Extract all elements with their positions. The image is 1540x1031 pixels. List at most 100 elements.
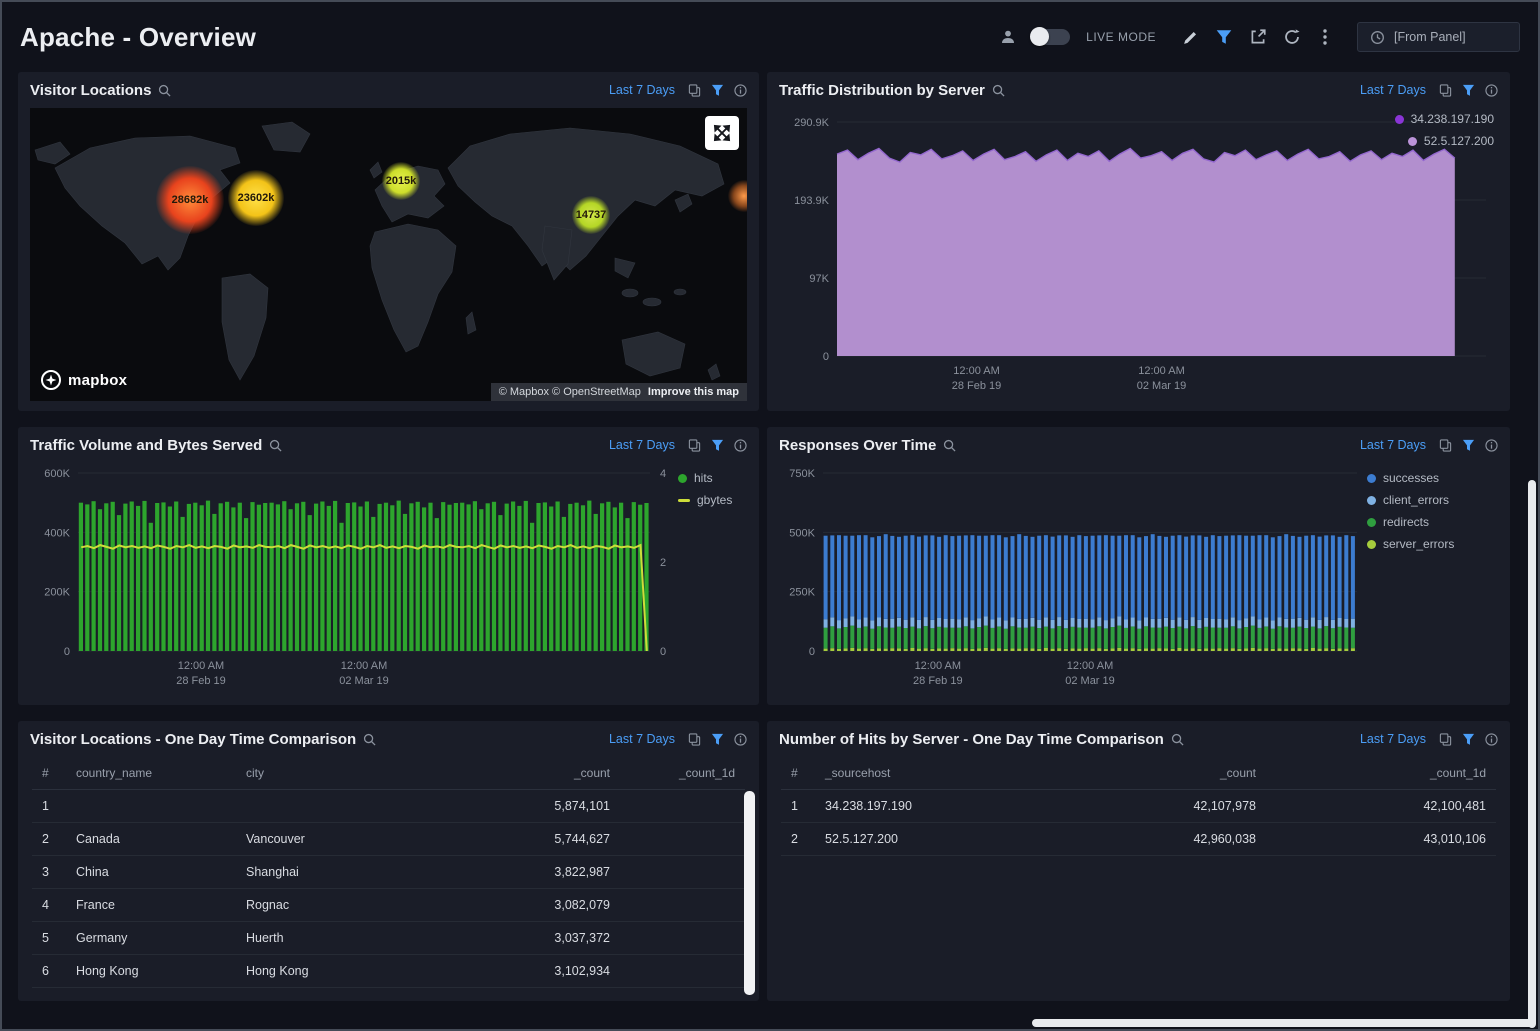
- mapbox-logo[interactable]: mapbox: [40, 369, 127, 391]
- legend-item[interactable]: server_errors: [1367, 537, 1454, 551]
- time-range-link[interactable]: Last 7 Days: [1359, 438, 1426, 452]
- legend-item[interactable]: client_errors: [1367, 493, 1454, 507]
- bubble-label: 2015k: [385, 175, 417, 187]
- column-header[interactable]: city: [236, 757, 470, 790]
- panel-filter-icon[interactable]: [1462, 84, 1475, 97]
- map-bubble[interactable]: 28682k: [156, 166, 224, 234]
- panel-filter-icon[interactable]: [711, 733, 724, 746]
- table-row: 3 China Shanghai 3,822,987: [32, 855, 745, 889]
- column-header[interactable]: _count: [470, 757, 620, 790]
- share-icon[interactable]: [1249, 28, 1267, 46]
- column-header[interactable]: #: [781, 757, 815, 790]
- column-header[interactable]: #: [32, 757, 66, 790]
- chart-traffic-distribution[interactable]: 290.9K 193.9K 97K 0 12:00 AM 28 Feb 19 12:00 A…: [767, 108, 1510, 411]
- refresh-icon[interactable]: [1283, 28, 1301, 46]
- expand-arrows-icon: [713, 124, 731, 142]
- panel-filter-icon[interactable]: [711, 84, 724, 97]
- column-header[interactable]: _count_1d: [1266, 757, 1496, 790]
- panel-title: Visitor Locations - One Day Time Compari…: [30, 730, 357, 748]
- map-bubble[interactable]: 14737: [572, 196, 610, 234]
- copy-icon[interactable]: [688, 83, 701, 97]
- panel-filter-icon[interactable]: [1462, 439, 1475, 452]
- magnifier-icon[interactable]: [992, 84, 1005, 97]
- legend-item[interactable]: hits: [678, 471, 732, 485]
- legend-label: 34.238.197.190: [1410, 112, 1494, 126]
- filter-icon[interactable]: [1215, 28, 1233, 46]
- map-expand-button[interactable]: [705, 116, 739, 150]
- table-cell: [620, 855, 745, 889]
- legend-marker: [1367, 473, 1376, 483]
- table-cell: 52.5.127.200: [815, 822, 936, 856]
- info-icon[interactable]: [734, 732, 747, 746]
- column-header[interactable]: country_name: [66, 757, 236, 790]
- column-header[interactable]: _count: [936, 757, 1266, 790]
- map-bubble[interactable]: 23602k: [228, 170, 284, 226]
- copy-icon[interactable]: [688, 732, 701, 746]
- svg-text:02 Mar 19: 02 Mar 19: [339, 675, 389, 687]
- panel-filter-icon[interactable]: [1462, 733, 1475, 746]
- svg-text:12:00 AM: 12:00 AM: [953, 365, 999, 377]
- svg-text:28 Feb 19: 28 Feb 19: [913, 675, 963, 687]
- panel-visitor-locations: Visitor Locations Last 7 Days: [18, 72, 759, 411]
- info-icon[interactable]: [1485, 438, 1498, 452]
- time-range-link[interactable]: Last 7 Days: [608, 438, 675, 452]
- edit-pencil-icon[interactable]: [1182, 29, 1199, 46]
- svg-text:290.9K: 290.9K: [794, 117, 830, 129]
- chart-responses[interactable]: 750K 500K 250K 0 12:00 AM 28 Feb 19 12:00 AM 02…: [767, 463, 1510, 705]
- legend-item[interactable]: successes: [1367, 471, 1454, 485]
- copy-icon[interactable]: [1439, 732, 1452, 746]
- page-vertical-scrollbar[interactable]: [1528, 480, 1536, 1028]
- magnifier-icon[interactable]: [269, 439, 282, 452]
- info-icon[interactable]: [734, 438, 747, 452]
- user-icon[interactable]: [1000, 29, 1016, 45]
- legend-item[interactable]: 52.5.127.200: [1407, 134, 1494, 148]
- time-range-selector[interactable]: [From Panel]: [1357, 22, 1520, 52]
- visitor-table: # country_name city _count _count_1d 1 5,874,…: [32, 757, 745, 988]
- table-cell: 3,082,079: [470, 888, 620, 922]
- table-row: 2 52.5.127.200 42,960,038 43,010,106: [781, 822, 1496, 856]
- improve-map-link[interactable]: Improve this map: [647, 386, 739, 398]
- svg-text:12:00 AM: 12:00 AM: [1067, 660, 1113, 672]
- table-cell: 2: [32, 822, 66, 856]
- table-scrollbar[interactable]: [744, 791, 755, 995]
- copy-icon[interactable]: [1439, 438, 1452, 452]
- table-cell: [236, 789, 470, 823]
- info-icon[interactable]: [1485, 732, 1498, 746]
- clock-icon: [1371, 30, 1384, 44]
- info-icon[interactable]: [734, 83, 747, 97]
- dashboard-grid: Visitor Locations Last 7 Days: [2, 72, 1538, 1001]
- legend-label: redirects: [1383, 515, 1430, 529]
- copy-icon[interactable]: [688, 438, 701, 452]
- map-bubble[interactable]: [728, 180, 747, 212]
- time-range-link[interactable]: Last 7 Days: [608, 83, 675, 97]
- more-menu-icon[interactable]: [1317, 28, 1333, 46]
- svg-text:400K: 400K: [44, 527, 70, 539]
- world-map[interactable]: 28682k 23602k 2015k 14737 mapbox © Mapbox ©…: [30, 108, 747, 401]
- magnifier-icon[interactable]: [1171, 733, 1184, 746]
- copy-icon[interactable]: [1439, 83, 1452, 97]
- magnifier-icon[interactable]: [158, 84, 171, 97]
- column-header[interactable]: _sourcehost: [815, 757, 936, 790]
- column-header[interactable]: _count_1d: [620, 757, 745, 790]
- map-bubble[interactable]: 2015k: [382, 162, 420, 200]
- live-mode-toggle[interactable]: [1030, 27, 1071, 46]
- table-cell: 5: [32, 921, 66, 955]
- magnifier-icon[interactable]: [943, 439, 956, 452]
- info-icon[interactable]: [1485, 83, 1498, 97]
- svg-text:250K: 250K: [789, 587, 815, 599]
- legend-item[interactable]: redirects: [1367, 515, 1454, 529]
- svg-text:97K: 97K: [809, 273, 829, 285]
- chart-traffic-volume[interactable]: 600K 400K 200K 0 4 2 0 12:00 AM 28 Feb 19 12:00 A…: [18, 463, 759, 705]
- legend-item[interactable]: 34.238.197.190: [1394, 112, 1494, 126]
- legend-item[interactable]: gbytes: [678, 493, 732, 507]
- svg-text:0: 0: [823, 351, 829, 363]
- svg-text:0: 0: [809, 646, 815, 658]
- time-range-link[interactable]: Last 7 Days: [1359, 83, 1426, 97]
- time-range-link[interactable]: Last 7 Days: [1359, 732, 1426, 746]
- time-range-link[interactable]: Last 7 Days: [608, 732, 675, 746]
- panel-header: Traffic Volume and Bytes Served Last 7 D…: [18, 427, 759, 463]
- panel-filter-icon[interactable]: [711, 439, 724, 452]
- page-horizontal-scrollbar[interactable]: [1032, 1019, 1534, 1027]
- magnifier-icon[interactable]: [363, 733, 376, 746]
- svg-text:2: 2: [660, 557, 666, 569]
